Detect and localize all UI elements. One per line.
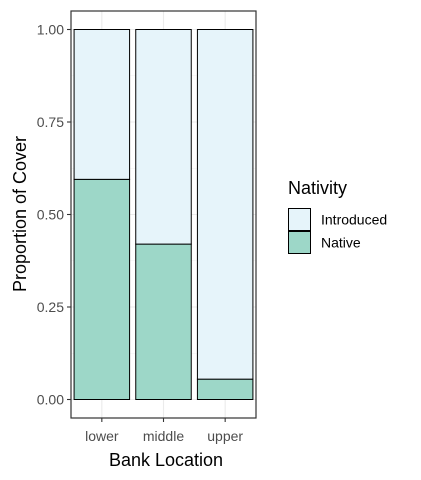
y-tick-label: 1.00 bbox=[37, 22, 64, 38]
y-tick-label: 0.75 bbox=[37, 114, 64, 130]
bars bbox=[73, 29, 254, 400]
x-axis-title: Bank Location bbox=[109, 450, 223, 470]
legend: Nativity Introduced Native bbox=[288, 178, 387, 254]
y-tick-label: 0.50 bbox=[37, 207, 64, 223]
bar-introduced-lower bbox=[73, 29, 131, 180]
bar-native-upper bbox=[196, 378, 254, 400]
y-tick-label: 0.00 bbox=[37, 392, 64, 408]
x-tick-label: upper bbox=[207, 428, 243, 444]
legend-key-native bbox=[288, 231, 311, 254]
legend-entries: Introduced Native bbox=[288, 208, 387, 254]
legend-key-introduced bbox=[288, 208, 311, 231]
legend-label-native: Native bbox=[321, 235, 361, 251]
x-tick-label: middle bbox=[143, 428, 184, 444]
x-tick-label: lower bbox=[85, 428, 119, 444]
bar-introduced-upper bbox=[196, 29, 254, 380]
bar-native-middle bbox=[135, 243, 192, 400]
axes: 0.00 0.25 0.50 0.75 1.00 lower middle upper bbox=[37, 22, 244, 445]
bar-native-lower bbox=[73, 178, 131, 400]
bar-introduced-middle bbox=[135, 29, 192, 245]
legend-title: Nativity bbox=[288, 178, 347, 198]
legend-label-introduced: Introduced bbox=[321, 212, 387, 228]
y-axis-title: Proportion of Cover bbox=[10, 136, 30, 292]
y-tick-label: 0.25 bbox=[37, 299, 64, 315]
